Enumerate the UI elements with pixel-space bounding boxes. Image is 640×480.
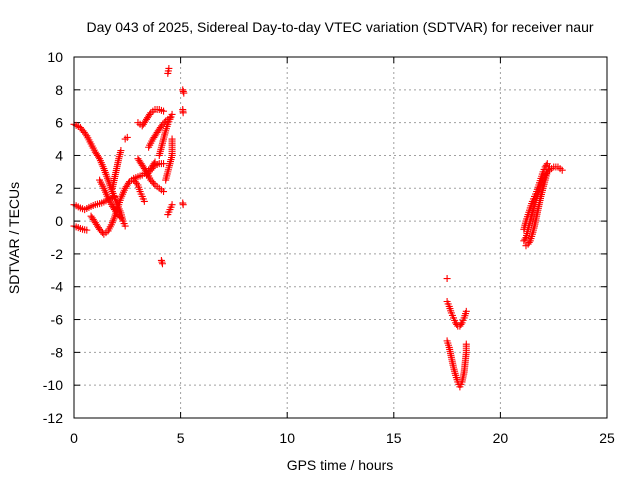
data-point [180,89,188,97]
data-point [168,201,176,209]
data-point [117,214,125,222]
y-tick-label: 6 [55,115,63,131]
y-tick-label: -4 [51,279,64,295]
x-tick-label: 10 [279,430,295,446]
x-tick-label: 25 [599,430,615,446]
data-point [146,110,154,118]
data-point [123,133,131,141]
data-point [462,340,470,348]
data-point [168,135,176,143]
data-point [115,212,123,220]
data-point [462,307,470,315]
y-tick-label: 0 [55,213,63,229]
data-point [150,179,158,187]
y-axis-tick-labels: -12 -10 -8 -6 -4 -2 0 2 4 6 8 10 [43,49,63,426]
data-point [542,170,550,178]
data-point [124,179,132,187]
data-point [133,179,141,187]
data-point [179,201,187,209]
x-tick-label: 0 [70,430,78,446]
data-point [117,147,125,155]
data-point [140,197,148,205]
x-tick-label: 20 [493,430,509,446]
y-tick-label: 2 [55,180,63,196]
data-point [160,160,168,168]
data-point [160,188,168,196]
data-point [95,153,103,161]
data-point [150,163,158,171]
y-tick-label: -10 [43,377,63,393]
x-tick-label: 5 [177,430,185,446]
y-tick-label: -6 [51,312,64,328]
data-point [83,226,91,234]
y-axis-label: SDTVAR / TECUs [6,182,22,294]
data-point [158,260,166,268]
data-point [111,192,119,200]
x-axis-tick-labels: 0 5 10 15 20 25 [70,430,615,446]
data-point [121,222,129,230]
data-point [165,64,173,72]
data-point [168,110,176,118]
data-point [160,107,168,115]
data-point [82,130,90,138]
data-point [179,109,187,117]
data-points [70,64,566,391]
y-tick-label: 8 [55,82,63,98]
x-tick-label: 15 [386,430,402,446]
data-point [521,235,529,243]
y-tick-label: -2 [51,246,64,262]
x-axis-label: GPS time / hours [287,457,394,473]
chart-title: Day 043 of 2025, Sidereal Day-to-day VTE… [86,19,593,35]
plot-frame [73,56,608,419]
data-point [542,161,550,169]
y-tick-label: -12 [43,410,63,426]
data-point [457,320,465,328]
data-point [443,275,451,283]
data-point [558,166,566,174]
y-tick-label: 10 [47,49,63,65]
grid-lines [74,57,607,418]
y-tick-label: -8 [51,344,64,360]
data-point [160,119,168,127]
y-tick-label: 4 [55,147,63,163]
data-point [525,238,533,246]
